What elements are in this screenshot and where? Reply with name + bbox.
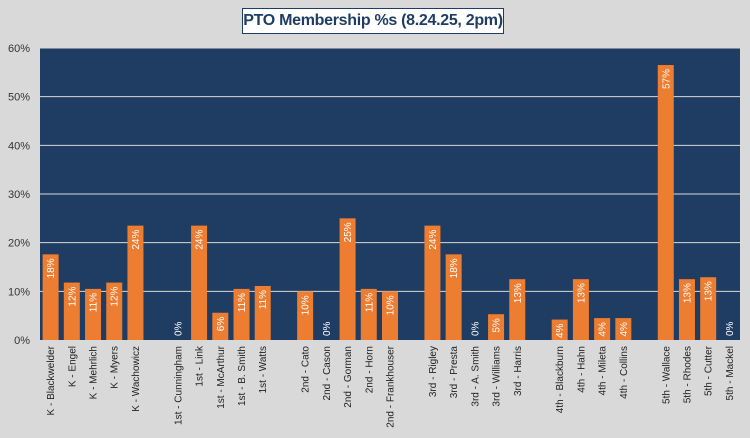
- data-label: 4%: [598, 322, 609, 337]
- data-label: 57%: [661, 69, 672, 89]
- x-tick-label: 3rd - Williams: [492, 346, 503, 407]
- data-label: 10%: [386, 295, 397, 315]
- x-tick-label: 5th - Wallace: [661, 346, 672, 404]
- bar: [594, 318, 611, 340]
- x-tick-label: K - Engel: [67, 346, 78, 387]
- bar: [85, 288, 102, 340]
- bar: [191, 225, 208, 340]
- data-label: 10%: [301, 295, 312, 315]
- data-label: 18%: [449, 258, 460, 278]
- bar: [297, 291, 314, 340]
- bar: [42, 254, 59, 340]
- bar: [233, 288, 250, 340]
- data-label: 5%: [492, 318, 503, 333]
- data-label: 0%: [725, 321, 736, 336]
- x-tick-label: K - Wachowicz: [131, 346, 142, 412]
- x-tick-label: 4th - Blackburn: [555, 346, 566, 413]
- bar: [657, 65, 674, 341]
- x-tick-label: 5th - Rhodes: [682, 346, 693, 403]
- bar: [360, 288, 377, 340]
- bar: [615, 318, 632, 340]
- bar: [509, 279, 526, 340]
- data-label: 25%: [343, 222, 354, 242]
- y-tick-label: 50%: [8, 92, 30, 104]
- x-tick-label: 4th - Hahn: [576, 346, 587, 393]
- data-label: 0%: [173, 321, 184, 336]
- data-label: 11%: [237, 293, 248, 312]
- data-label: 13%: [576, 283, 587, 303]
- bar: [424, 225, 441, 340]
- bar: [445, 254, 462, 340]
- bar: [572, 279, 589, 340]
- bar: [700, 277, 717, 340]
- bar: [488, 314, 505, 340]
- x-tick-label: K - Blackwelder: [46, 345, 57, 415]
- x-tick-label: 4th - Mileta: [598, 346, 609, 396]
- bar: [382, 291, 398, 340]
- y-tick-label: 40%: [8, 140, 30, 152]
- data-label: 18%: [46, 258, 57, 278]
- data-label: 12%: [67, 286, 78, 306]
- x-tick-label: K - Mehrlich: [89, 346, 100, 399]
- y-tick-label: 10%: [8, 286, 30, 298]
- x-tick-label: 3rd - A. Smith: [470, 346, 481, 407]
- data-label: 4%: [619, 322, 630, 337]
- x-tick-label: 2nd - Cason: [322, 346, 333, 400]
- x-tick-label: 2nd - Cato: [301, 346, 312, 393]
- data-label: 0%: [470, 321, 481, 336]
- x-tick-label: 1st - B. Smith: [237, 346, 248, 406]
- x-tick-label: 5th - Cutter: [704, 345, 715, 396]
- bar: [106, 282, 123, 340]
- bar: [551, 319, 568, 340]
- data-label: 0%: [322, 321, 333, 336]
- bar: [339, 218, 356, 340]
- bar: [127, 225, 144, 340]
- data-label: 11%: [364, 293, 375, 312]
- x-tick-label: 5th - Mackel: [725, 346, 736, 400]
- data-label: 24%: [195, 230, 206, 250]
- x-tick-label: 1st - Cunningham: [173, 346, 184, 425]
- data-label: 24%: [131, 230, 142, 250]
- y-tick-label: 0%: [14, 335, 30, 347]
- chart-title: PTO Membership %s (8.24.25, 2pm): [242, 8, 504, 34]
- data-label: 13%: [682, 283, 693, 303]
- x-tick-label: K - Myers: [110, 346, 121, 389]
- data-label: 4%: [555, 323, 566, 338]
- bar: [63, 282, 80, 340]
- y-tick-label: 60%: [8, 43, 30, 55]
- bar: [678, 279, 695, 340]
- x-tick-label: 1st - Watts: [258, 346, 269, 393]
- y-tick-label: 30%: [8, 189, 30, 201]
- bar: [254, 285, 271, 340]
- data-label: 11%: [258, 290, 269, 309]
- y-tick-label: 20%: [8, 238, 30, 250]
- data-label: 11%: [89, 293, 100, 312]
- data-label: 13%: [513, 283, 524, 303]
- x-tick-label: 2nd - Frankhouser: [386, 345, 397, 427]
- x-tick-label: 2nd - Horn: [364, 346, 375, 393]
- x-tick-label: 1st - Link: [195, 345, 206, 387]
- x-tick-label: 2nd - Gorman: [343, 346, 354, 408]
- bar: [212, 312, 229, 340]
- x-tick-label: 3rd - Rigley: [428, 346, 439, 397]
- data-label: 6%: [216, 317, 227, 332]
- x-tick-label: 3rd - Harris: [513, 346, 524, 396]
- x-tick-label: 4th - Collins: [619, 346, 630, 399]
- data-label: 13%: [704, 281, 715, 301]
- x-tick-label: 3rd - Presta: [449, 346, 460, 399]
- data-label: 24%: [428, 230, 439, 250]
- data-label: 12%: [110, 286, 121, 306]
- x-tick-label: 1st - McArthur: [216, 345, 227, 408]
